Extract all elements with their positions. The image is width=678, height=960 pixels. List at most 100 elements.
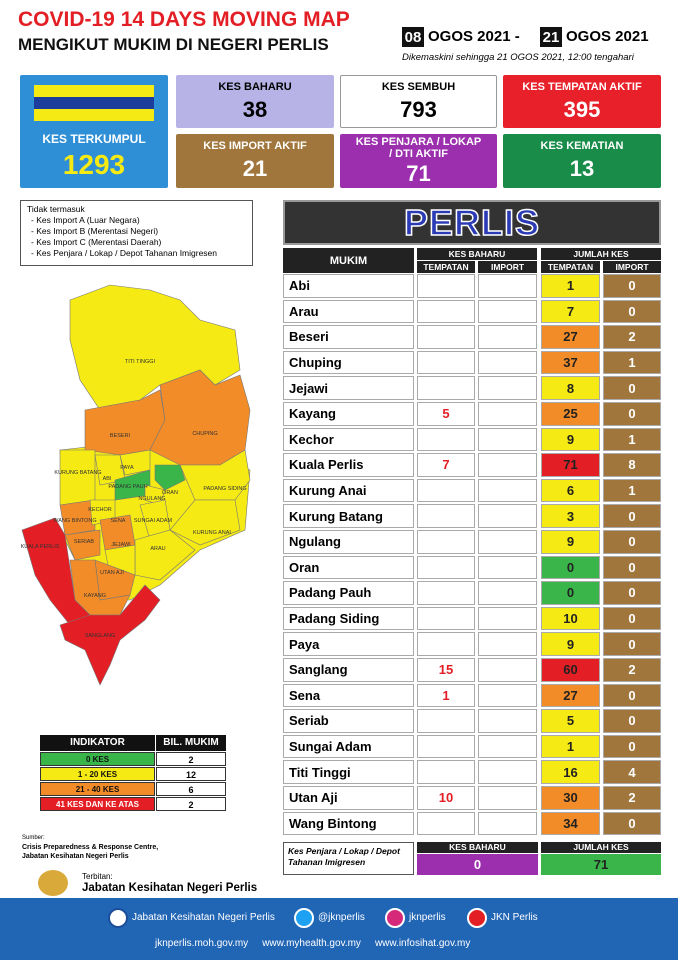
map-label: NGULANG [138, 496, 165, 502]
value-cell [417, 274, 475, 298]
stat-value: 395 [563, 96, 601, 122]
mukim-cell: Chuping [283, 350, 414, 375]
table-title: PERLIS [403, 201, 541, 244]
map-label: KUALA PERLIS [21, 544, 60, 550]
mukim-cell: Beseri [283, 325, 414, 349]
penjara-header: KES BAHARU [417, 842, 538, 853]
stat-value: 1293 [62, 149, 126, 180]
value-cell [417, 299, 475, 324]
value-cell: 9 [541, 632, 600, 656]
value-cell [478, 734, 537, 759]
value-cell [478, 274, 537, 298]
value-cell: 0 [603, 299, 661, 324]
map-label: ABI [103, 476, 112, 482]
stat-penjara: KES PENJARA / LOKAP / DTI AKTIF 71 [340, 134, 497, 188]
value-cell [478, 350, 537, 375]
map-label: PADANG PAUH [108, 484, 147, 490]
value-cell [478, 811, 537, 836]
value-cell: 8 [603, 453, 661, 477]
stat-value: 21 [242, 156, 268, 181]
value-cell: 2 [603, 658, 661, 682]
mukim-cell: Ngulang [283, 530, 414, 554]
notes-title: Tidak termasuk [27, 204, 85, 214]
value-cell: 2 [603, 325, 661, 349]
mukim-cell: Titi Tinggi [283, 760, 414, 784]
header-cell: KES BAHARU [417, 248, 537, 260]
value-cell: 10 [541, 606, 600, 631]
stat-value: 71 [406, 160, 431, 186]
value-cell [478, 581, 537, 605]
region [59, 499, 96, 536]
stat-label: KES PENJARA / LOKAP / DTI AKTIF [355, 135, 482, 160]
value-cell: 0 [603, 274, 661, 298]
value-cell: 0 [603, 504, 661, 528]
value-cell: 4 [603, 760, 661, 784]
map-label: PAYA [120, 465, 134, 471]
flag [34, 85, 154, 121]
value-cell: 1 [603, 350, 661, 375]
value-cell [478, 683, 537, 708]
stat-sembuh: KES SEMBUH 793 [340, 75, 497, 128]
map-label: ARAU [150, 546, 165, 552]
mukim-cell: Kurung Anai [283, 478, 414, 503]
value-cell: 0 [603, 581, 661, 605]
stat-label: KES KEMATIAN [540, 140, 624, 152]
value-cell [417, 606, 475, 631]
value-cell: 0 [603, 606, 661, 631]
note: - Kes Penjara / Lokap / Depot Tahanan Im… [31, 248, 218, 258]
region [59, 449, 96, 506]
value-cell [478, 402, 537, 426]
header-cell: JUMLAH KES [541, 248, 661, 260]
updated: Dikemaskini sehingga 21 OGOS 2021, 12:00… [402, 52, 634, 63]
penjara-header: JUMLAH KES [541, 842, 661, 853]
map-label: SERIAB [74, 539, 95, 545]
value-cell: 7 [417, 453, 475, 477]
value-cell [417, 811, 475, 836]
value-cell: 34 [541, 811, 600, 836]
mukim-cell: Sungai Adam [283, 734, 414, 759]
value-cell: 27 [541, 325, 600, 349]
region [149, 369, 251, 466]
map-label: ORAN [162, 490, 178, 496]
region [64, 529, 101, 561]
value-cell: 0 [603, 811, 661, 836]
value-cell: 27 [541, 683, 600, 708]
value-cell [478, 453, 537, 477]
map-label: SANGLANG [85, 633, 116, 639]
stat-value: 38 [242, 96, 268, 122]
stat-label: KES TERKUMPUL [42, 132, 146, 146]
date-to-day: 21 [540, 27, 562, 47]
mukim-cell: Kayang [283, 402, 414, 426]
value-cell [478, 299, 537, 324]
note: - Kes Import A (Luar Negara) [31, 215, 140, 225]
header-cell: IMPORT [603, 261, 661, 273]
penjara-value: 0 [417, 854, 538, 875]
facebook: Jabatan Kesihatan Negeri Perlis [132, 912, 275, 923]
value-cell: 0 [541, 555, 600, 580]
value-cell [478, 555, 537, 580]
indicator-label: 21 - 40 KES [40, 782, 155, 796]
value-cell [417, 632, 475, 656]
indicator-header: INDIKATOR [40, 735, 155, 751]
value-cell: 15 [417, 658, 475, 682]
map-label: WANG BINTONG [53, 518, 96, 524]
value-cell: 5 [541, 709, 600, 733]
value-cell [478, 427, 537, 452]
stat-baharu: KES BAHARU 38 [176, 75, 334, 128]
indicator-header: BIL. MUKIM [156, 735, 226, 751]
map-label: SUNGAI ADAM [134, 518, 173, 524]
indicator-count: 6 [156, 782, 226, 796]
indicator-label: 0 KES [40, 752, 155, 766]
value-cell [417, 734, 475, 759]
mukim-cell: Sena [283, 683, 414, 708]
value-cell [478, 632, 537, 656]
value-cell: 5 [417, 402, 475, 426]
mukim-cell: Paya [283, 632, 414, 656]
publisher-label: Terbitan: [82, 872, 113, 881]
region [169, 499, 241, 546]
value-cell [417, 504, 475, 528]
map-label: TITI TINGGI [125, 359, 156, 365]
source-line: Jabatan Kesihatan Negeri Perlis [22, 853, 129, 860]
value-cell: 0 [541, 581, 600, 605]
link: jknperlis.moh.gov.my [155, 938, 249, 949]
